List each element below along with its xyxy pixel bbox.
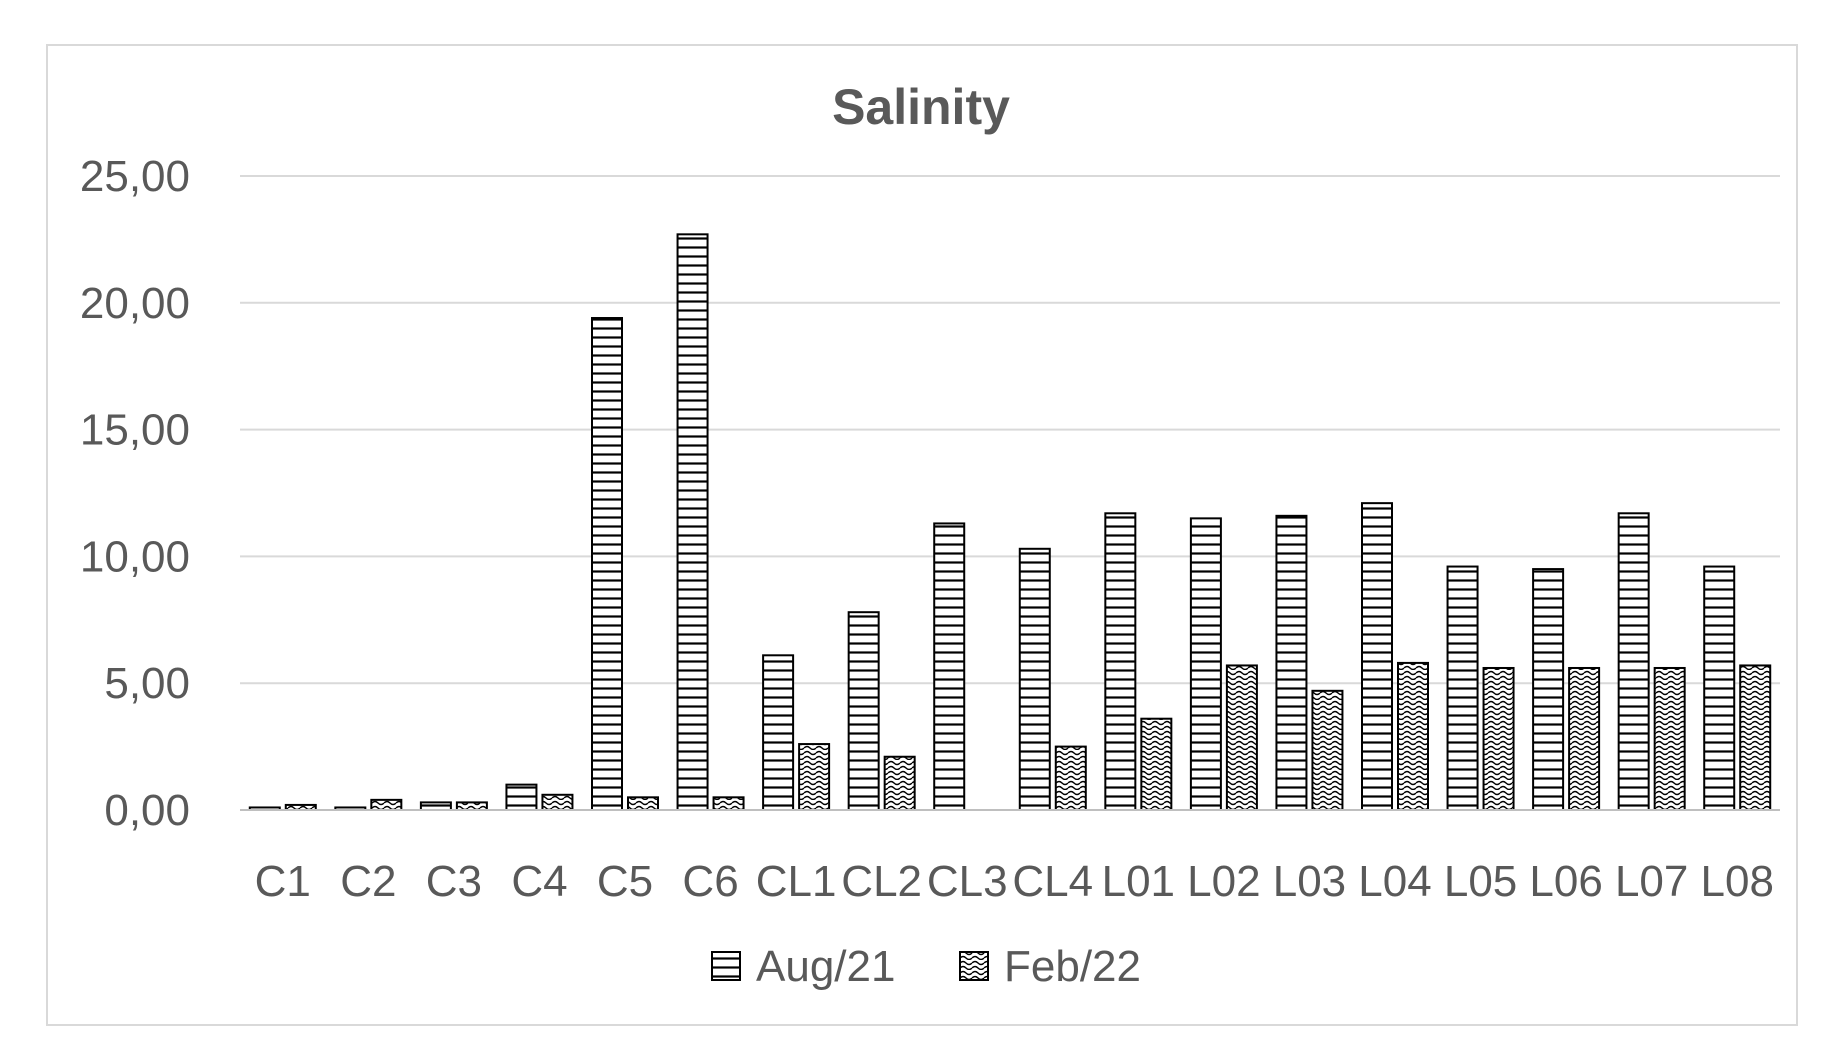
x-tick-label: CL1: [756, 857, 837, 906]
x-tick-label: C4: [511, 857, 567, 906]
bar-aug21-l06: [1532, 568, 1565, 812]
x-tick-label: L01: [1102, 857, 1175, 906]
x-axis-category-labels: C1 C2 C3 C4 C5 C6 CL1 CL2 CL3 CL4 L01 L02 L03 L04 L05 L…: [255, 857, 1774, 906]
bar-aug21-cl2: [847, 611, 880, 812]
y-axis-tick-labels: 0,00 5,00 10,00 15,00 20,00 25,00: [80, 152, 190, 835]
bar-aug21-l08: [1703, 565, 1736, 811]
x-tick-label: L04: [1358, 857, 1431, 906]
x-tick-label: C5: [597, 857, 653, 906]
x-tick-label: C6: [682, 857, 738, 906]
bar-feb22-l02: [1225, 664, 1258, 811]
bar-aug21-cl4: [1018, 547, 1051, 811]
bar-aug21-l02: [1189, 517, 1222, 811]
legend: Aug/21 Feb/22: [711, 942, 1141, 991]
x-tick-label: L08: [1701, 857, 1774, 906]
bar-aug21-l03: [1275, 514, 1308, 811]
bar-feb22-c4: [541, 793, 574, 811]
x-tick-label: C3: [426, 857, 482, 906]
bar-feb22-c6: [712, 796, 745, 812]
legend-swatch-aug21: [711, 951, 741, 981]
bar-feb22-c3: [455, 801, 488, 812]
y-tick-label: 0,00: [104, 786, 190, 835]
chart-title: Salinity: [832, 79, 1010, 135]
bar-feb22-c5: [627, 796, 659, 812]
bar-feb22-l06: [1568, 666, 1601, 812]
bar-aug21-l04: [1361, 502, 1393, 811]
bar-feb22-l05: [1482, 666, 1515, 812]
gridlines: [240, 175, 1780, 685]
bars: [248, 233, 1772, 812]
x-tick-label: CL2: [841, 857, 922, 906]
x-tick-label: C1: [255, 857, 311, 906]
bar-aug21-c3: [419, 801, 452, 812]
y-tick-label: 25,00: [80, 152, 190, 201]
x-tick-label: CL3: [927, 857, 1008, 906]
y-tick-label: 5,00: [104, 659, 190, 708]
bar-feb22-l07: [1653, 666, 1686, 812]
legend-label-aug21: Aug/21: [756, 942, 895, 991]
bar-feb22-cl1: [798, 743, 831, 812]
x-tick-label: L07: [1615, 857, 1688, 906]
bar-feb22-l08: [1739, 664, 1772, 811]
x-tick-label: L02: [1187, 857, 1260, 906]
x-tick-label: L05: [1444, 857, 1517, 906]
x-tick-label: L06: [1529, 857, 1602, 906]
bar-aug21-cl1: [762, 654, 795, 812]
x-tick-label: CL4: [1012, 857, 1093, 906]
legend-swatch-feb22: [959, 951, 989, 981]
bar-aug21-c6: [676, 233, 709, 811]
bar-aug21-cl3: [933, 522, 966, 811]
bar-feb22-l01: [1140, 717, 1173, 811]
bar-aug21-l05: [1446, 565, 1479, 811]
bar-feb22-l04: [1397, 661, 1429, 811]
y-tick-label: 15,00: [80, 406, 190, 455]
x-tick-label: L03: [1273, 857, 1346, 906]
bar-feb22-cl4: [1054, 745, 1087, 811]
bar-aug21-l07: [1617, 512, 1650, 812]
bar-feb22-c2: [370, 798, 403, 812]
bar-aug21-c5: [591, 317, 623, 811]
y-tick-label: 20,00: [80, 279, 190, 328]
bar-aug21-l01: [1104, 512, 1137, 812]
bar-feb22-cl2: [883, 755, 916, 812]
y-tick-label: 10,00: [80, 532, 190, 581]
bar-aug21-c4: [505, 783, 538, 812]
bar-feb22-l03: [1311, 689, 1344, 811]
chart-frame: [46, 44, 1798, 1026]
x-tick-label: C2: [340, 857, 396, 906]
legend-label-feb22: Feb/22: [1004, 942, 1141, 991]
